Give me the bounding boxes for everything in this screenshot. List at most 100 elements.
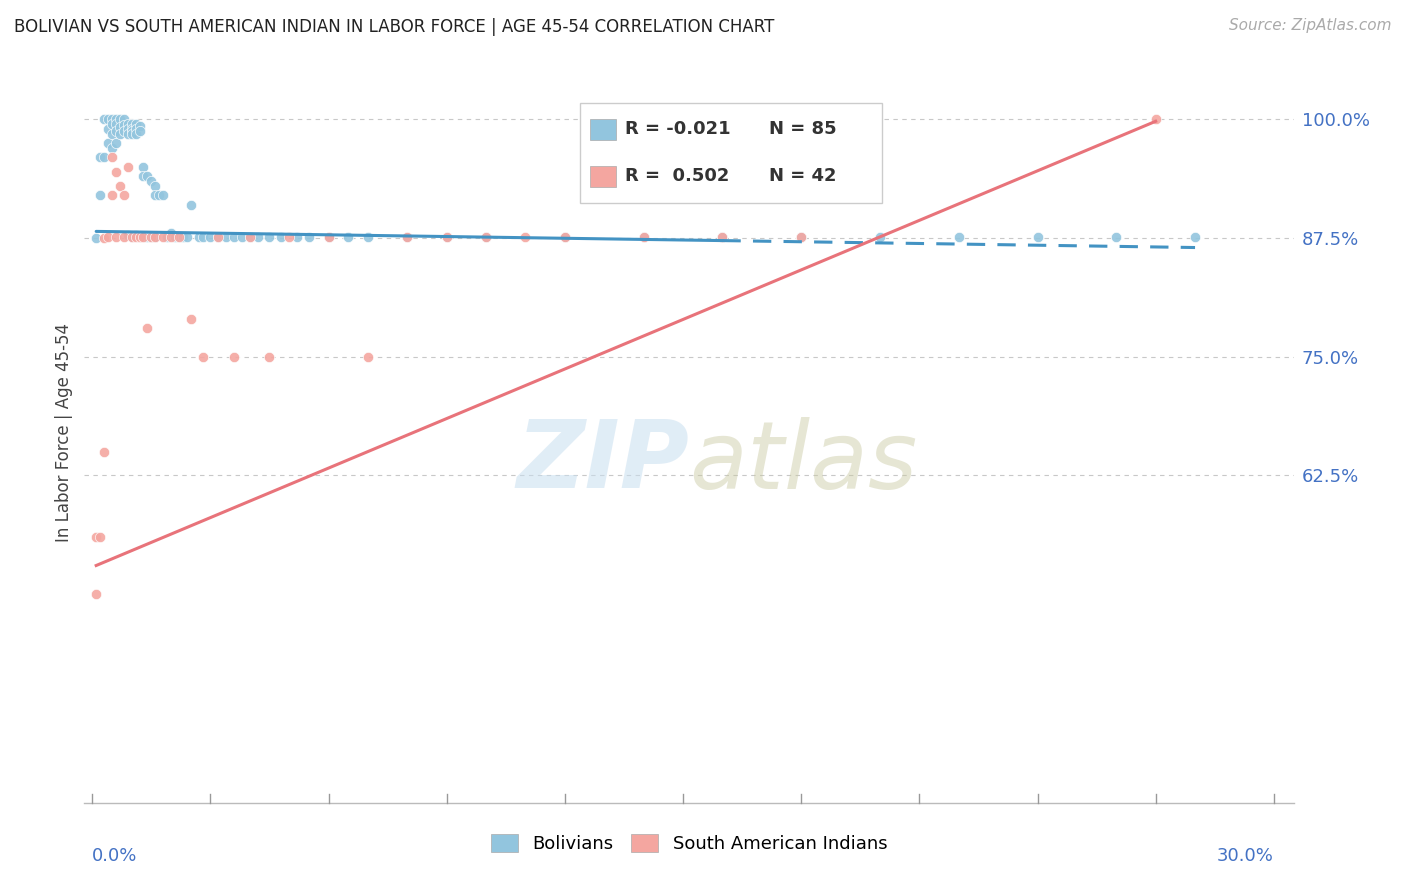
Point — [128, 124, 150, 138]
Point — [1144, 112, 1167, 127]
Point — [475, 230, 498, 244]
Point — [187, 230, 209, 244]
Text: Source: ZipAtlas.com: Source: ZipAtlas.com — [1229, 18, 1392, 33]
Point — [117, 117, 139, 131]
Point — [124, 228, 146, 243]
Point — [141, 230, 163, 244]
Point — [167, 230, 190, 244]
Point — [108, 120, 131, 134]
Point — [132, 160, 155, 174]
Point — [117, 127, 139, 141]
Point — [222, 230, 245, 244]
Point — [104, 112, 127, 127]
Point — [97, 230, 120, 244]
Point — [790, 230, 813, 244]
Point — [160, 227, 183, 241]
Point — [318, 230, 340, 244]
Point — [285, 230, 308, 244]
Point — [132, 230, 155, 244]
Point — [101, 117, 124, 131]
Point — [231, 230, 253, 244]
Point — [436, 230, 458, 244]
Point — [132, 230, 155, 244]
Point — [101, 112, 124, 127]
Point — [124, 121, 146, 136]
Text: BOLIVIAN VS SOUTH AMERICAN INDIAN IN LABOR FORCE | AGE 45-54 CORRELATION CHART: BOLIVIAN VS SOUTH AMERICAN INDIAN IN LAB… — [14, 18, 775, 36]
Point — [711, 230, 734, 244]
Point — [104, 117, 127, 131]
Point — [108, 127, 131, 141]
Point — [89, 530, 111, 544]
Point — [239, 230, 262, 244]
Point — [200, 230, 222, 244]
Point — [711, 230, 734, 244]
Point — [84, 530, 107, 544]
Point — [270, 230, 292, 244]
Point — [143, 188, 166, 202]
Point — [121, 124, 143, 138]
Point — [112, 124, 135, 138]
Point — [156, 230, 179, 244]
Point — [101, 188, 124, 202]
Point — [148, 188, 170, 202]
Point — [207, 230, 229, 244]
Point — [124, 127, 146, 141]
Point — [554, 230, 576, 244]
Point — [1026, 230, 1049, 244]
Point — [1105, 230, 1128, 244]
Point — [121, 127, 143, 141]
Point — [554, 230, 576, 244]
Point — [176, 230, 198, 244]
Point — [143, 230, 166, 244]
Point — [278, 230, 301, 244]
Point — [180, 198, 202, 212]
Y-axis label: In Labor Force | Age 45-54: In Labor Force | Age 45-54 — [55, 323, 73, 542]
Point — [124, 117, 146, 131]
Point — [318, 230, 340, 244]
Point — [112, 230, 135, 244]
Point — [790, 230, 813, 244]
Point — [222, 350, 245, 364]
Point — [215, 230, 238, 244]
Point — [160, 230, 183, 244]
Point — [475, 230, 498, 244]
Point — [163, 230, 186, 244]
Point — [136, 169, 159, 184]
Point — [633, 230, 655, 244]
Point — [97, 121, 120, 136]
Text: 30.0%: 30.0% — [1218, 847, 1274, 865]
Point — [101, 127, 124, 141]
Point — [121, 230, 143, 244]
Point — [191, 350, 214, 364]
Point — [239, 230, 262, 244]
Point — [136, 230, 159, 244]
Point — [207, 230, 229, 244]
Text: N = 85: N = 85 — [769, 120, 837, 138]
Point — [128, 119, 150, 133]
FancyBboxPatch shape — [581, 103, 883, 203]
Point — [104, 164, 127, 178]
Point — [93, 150, 115, 164]
Point — [84, 231, 107, 245]
Point — [337, 230, 360, 244]
Point — [1184, 230, 1206, 244]
Point — [143, 178, 166, 193]
Point — [93, 444, 115, 458]
Point — [121, 121, 143, 136]
Point — [84, 587, 107, 601]
Point — [124, 230, 146, 244]
Point — [259, 230, 281, 244]
Point — [128, 230, 150, 244]
Point — [117, 228, 139, 243]
Text: R = -0.021: R = -0.021 — [624, 120, 731, 138]
Point — [396, 230, 419, 244]
Point — [143, 230, 166, 244]
FancyBboxPatch shape — [589, 166, 616, 186]
Text: 0.0%: 0.0% — [93, 847, 138, 865]
Point — [108, 178, 131, 193]
Point — [93, 231, 115, 245]
Point — [396, 230, 419, 244]
Point — [633, 230, 655, 244]
FancyBboxPatch shape — [589, 120, 616, 140]
Point — [121, 230, 143, 244]
